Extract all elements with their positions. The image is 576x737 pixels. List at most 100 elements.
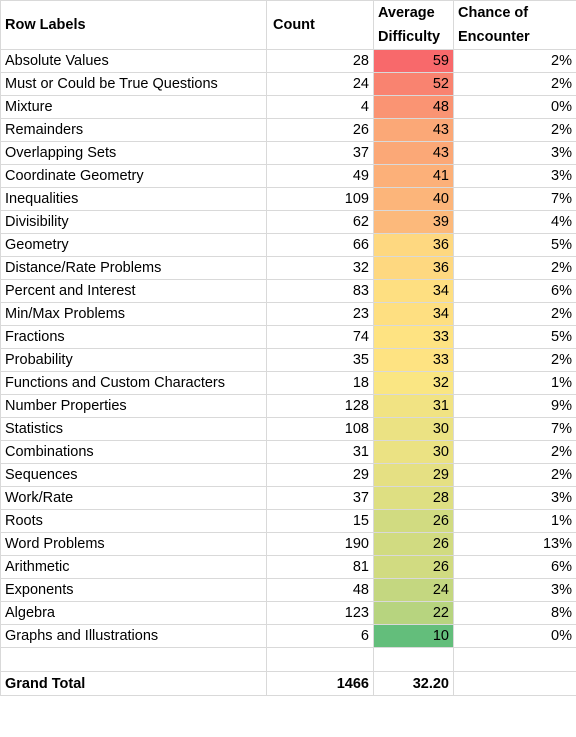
chance-cell[interactable]: 4% bbox=[453, 210, 576, 234]
count-cell[interactable]: 49 bbox=[266, 164, 374, 188]
chance-cell[interactable]: 1% bbox=[453, 371, 576, 395]
grand-total-label[interactable]: Grand Total bbox=[0, 671, 267, 696]
count-cell[interactable]: 66 bbox=[266, 233, 374, 257]
count-cell[interactable]: 24 bbox=[266, 72, 374, 96]
difficulty-cell[interactable]: 41 bbox=[373, 164, 454, 188]
chance-cell[interactable]: 2% bbox=[453, 440, 576, 464]
row-label-cell[interactable]: Absolute Values bbox=[0, 49, 267, 73]
row-label-cell[interactable]: Statistics bbox=[0, 417, 267, 441]
difficulty-cell[interactable]: 10 bbox=[373, 624, 454, 648]
row-label-cell[interactable]: Graphs and Illustrations bbox=[0, 624, 267, 648]
count-cell[interactable]: 62 bbox=[266, 210, 374, 234]
row-label-cell[interactable]: Coordinate Geometry bbox=[0, 164, 267, 188]
row-label-cell[interactable]: Geometry bbox=[0, 233, 267, 257]
chance-cell[interactable]: 0% bbox=[453, 95, 576, 119]
row-label-cell[interactable]: Must or Could be True Questions bbox=[0, 72, 267, 96]
header-average-difficulty[interactable]: Average Difficulty bbox=[373, 0, 454, 50]
difficulty-cell[interactable]: 33 bbox=[373, 348, 454, 372]
row-label-cell[interactable]: Distance/Rate Problems bbox=[0, 256, 267, 280]
chance-cell[interactable]: 2% bbox=[453, 348, 576, 372]
chance-cell[interactable]: 2% bbox=[453, 256, 576, 280]
difficulty-cell[interactable]: 36 bbox=[373, 256, 454, 280]
chance-cell[interactable]: 3% bbox=[453, 486, 576, 510]
grand-total-difficulty[interactable]: 32.20 bbox=[373, 671, 454, 696]
chance-cell[interactable]: 6% bbox=[453, 279, 576, 303]
chance-cell[interactable]: 3% bbox=[453, 164, 576, 188]
count-cell[interactable]: 74 bbox=[266, 325, 374, 349]
count-cell[interactable]: 35 bbox=[266, 348, 374, 372]
count-cell[interactable]: 4 bbox=[266, 95, 374, 119]
difficulty-cell[interactable]: 31 bbox=[373, 394, 454, 418]
count-cell[interactable]: 37 bbox=[266, 486, 374, 510]
row-label-cell[interactable]: Probability bbox=[0, 348, 267, 372]
chance-cell[interactable]: 5% bbox=[453, 233, 576, 257]
difficulty-cell[interactable]: 26 bbox=[373, 555, 454, 579]
difficulty-cell[interactable]: 34 bbox=[373, 279, 454, 303]
chance-cell[interactable]: 5% bbox=[453, 325, 576, 349]
row-label-cell[interactable]: Divisibility bbox=[0, 210, 267, 234]
chance-cell[interactable]: 2% bbox=[453, 302, 576, 326]
difficulty-cell[interactable]: 24 bbox=[373, 578, 454, 602]
grand-total-count[interactable]: 1466 bbox=[266, 671, 374, 696]
count-cell[interactable]: 48 bbox=[266, 578, 374, 602]
row-label-cell[interactable]: Sequences bbox=[0, 463, 267, 487]
row-label-cell[interactable]: Word Problems bbox=[0, 532, 267, 556]
chance-cell[interactable]: 6% bbox=[453, 555, 576, 579]
count-cell[interactable]: 108 bbox=[266, 417, 374, 441]
row-label-cell[interactable]: Remainders bbox=[0, 118, 267, 142]
count-cell[interactable]: 37 bbox=[266, 141, 374, 165]
row-label-cell[interactable]: Arithmetic bbox=[0, 555, 267, 579]
row-label-cell[interactable]: Overlapping Sets bbox=[0, 141, 267, 165]
chance-cell[interactable]: 2% bbox=[453, 72, 576, 96]
row-label-cell[interactable]: Exponents bbox=[0, 578, 267, 602]
count-cell[interactable]: 109 bbox=[266, 187, 374, 211]
header-row-labels[interactable]: Row Labels bbox=[0, 0, 267, 50]
chance-cell[interactable]: 2% bbox=[453, 118, 576, 142]
difficulty-cell[interactable]: 29 bbox=[373, 463, 454, 487]
row-label-cell[interactable]: Work/Rate bbox=[0, 486, 267, 510]
empty-cell[interactable] bbox=[266, 647, 374, 672]
count-cell[interactable]: 28 bbox=[266, 49, 374, 73]
chance-cell[interactable]: 3% bbox=[453, 578, 576, 602]
difficulty-cell[interactable]: 48 bbox=[373, 95, 454, 119]
row-label-cell[interactable]: Combinations bbox=[0, 440, 267, 464]
count-cell[interactable]: 81 bbox=[266, 555, 374, 579]
chance-cell[interactable]: 2% bbox=[453, 49, 576, 73]
row-label-cell[interactable]: Mixture bbox=[0, 95, 267, 119]
chance-cell[interactable]: 3% bbox=[453, 141, 576, 165]
difficulty-cell[interactable]: 43 bbox=[373, 141, 454, 165]
empty-cell[interactable] bbox=[373, 647, 454, 672]
difficulty-cell[interactable]: 36 bbox=[373, 233, 454, 257]
count-cell[interactable]: 15 bbox=[266, 509, 374, 533]
difficulty-cell[interactable]: 26 bbox=[373, 532, 454, 556]
difficulty-cell[interactable]: 26 bbox=[373, 509, 454, 533]
difficulty-cell[interactable]: 59 bbox=[373, 49, 454, 73]
chance-cell[interactable]: 9% bbox=[453, 394, 576, 418]
header-count[interactable]: Count bbox=[266, 0, 374, 50]
count-cell[interactable]: 18 bbox=[266, 371, 374, 395]
row-label-cell[interactable]: Roots bbox=[0, 509, 267, 533]
difficulty-cell[interactable]: 52 bbox=[373, 72, 454, 96]
row-label-cell[interactable]: Algebra bbox=[0, 601, 267, 625]
empty-cell[interactable] bbox=[0, 647, 267, 672]
row-label-cell[interactable]: Min/Max Problems bbox=[0, 302, 267, 326]
difficulty-cell[interactable]: 30 bbox=[373, 417, 454, 441]
row-label-cell[interactable]: Functions and Custom Characters bbox=[0, 371, 267, 395]
count-cell[interactable]: 83 bbox=[266, 279, 374, 303]
difficulty-cell[interactable]: 43 bbox=[373, 118, 454, 142]
difficulty-cell[interactable]: 34 bbox=[373, 302, 454, 326]
chance-cell[interactable]: 7% bbox=[453, 187, 576, 211]
difficulty-cell[interactable]: 22 bbox=[373, 601, 454, 625]
difficulty-cell[interactable]: 40 bbox=[373, 187, 454, 211]
header-chance-of-encounter[interactable]: Chance of Encounter bbox=[453, 0, 576, 50]
chance-cell[interactable]: 0% bbox=[453, 624, 576, 648]
count-cell[interactable]: 31 bbox=[266, 440, 374, 464]
grand-total-chance[interactable] bbox=[453, 671, 576, 696]
chance-cell[interactable]: 2% bbox=[453, 463, 576, 487]
row-label-cell[interactable]: Inequalities bbox=[0, 187, 267, 211]
chance-cell[interactable]: 1% bbox=[453, 509, 576, 533]
difficulty-cell[interactable]: 33 bbox=[373, 325, 454, 349]
count-cell[interactable]: 32 bbox=[266, 256, 374, 280]
difficulty-cell[interactable]: 39 bbox=[373, 210, 454, 234]
count-cell[interactable]: 26 bbox=[266, 118, 374, 142]
